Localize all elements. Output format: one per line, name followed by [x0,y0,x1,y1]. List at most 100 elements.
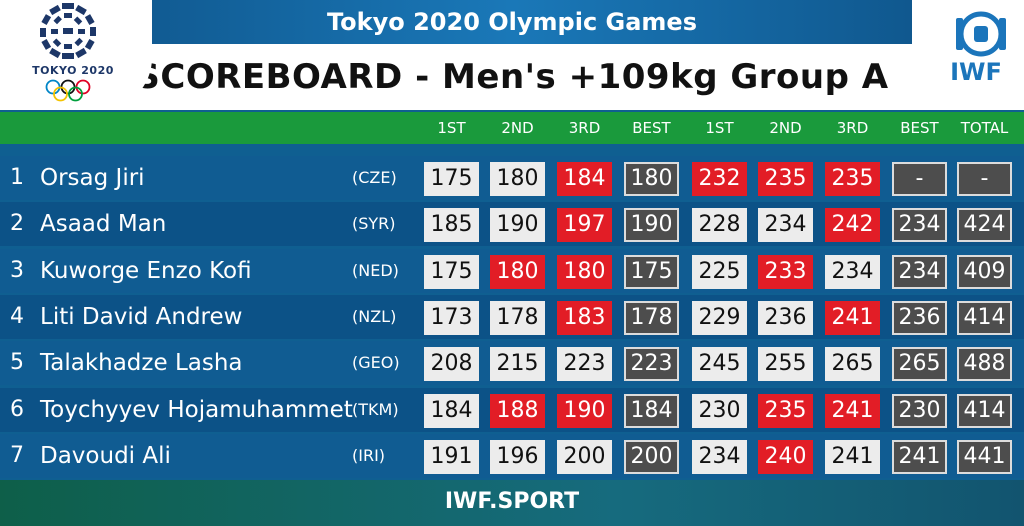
iwf-logo-text: IWF [950,58,1002,86]
clean-jerk-attempt-3: 234 [825,254,880,289]
athlete-rank: 1 [10,165,24,190]
clean-jerk-attempt-3: 241 [825,439,880,474]
clean-jerk-attempt-3: 242 [825,208,880,243]
snatch-attempt-2: 196 [490,439,545,474]
clean-jerk-best: 265 [892,347,947,382]
snatch-attempt-1: 191 [424,439,479,474]
clean-jerk-attempt-1: 229 [692,300,747,335]
snatch-attempt-1: 173 [424,300,479,335]
column-header-3rd: 3RD [836,119,869,137]
clean-jerk-attempt-2: 235 [758,393,813,428]
snatch-attempt-3: 184 [557,162,612,196]
total: 414 [957,300,1012,335]
scoreboard-title: SCOREBOARD - Men's +109kg Group A [135,57,889,97]
clean-jerk-attempt-3: 241 [825,300,880,335]
snatch-attempt-1: 184 [424,393,479,428]
athlete-country: (TKM) [352,399,399,419]
column-header-2nd: 2ND [501,119,534,137]
clean-jerk-best: 236 [892,300,947,335]
olympic-rings-icon [45,79,91,102]
snatch-best: 190 [624,208,679,243]
snatch-best: 184 [624,393,679,428]
athlete-country: (CZE) [352,168,397,187]
athlete-country: (NED) [352,260,399,280]
clean-jerk-attempt-3: 265 [825,347,880,382]
clean-jerk-best: 241 [892,439,947,474]
column-header-best: BEST [900,119,939,137]
clean-jerk-attempt-1: 234 [692,439,747,474]
total: 409 [957,254,1012,289]
snatch-attempt-3: 197 [557,208,612,243]
clean-jerk-attempt-1: 232 [692,162,747,196]
snatch-attempt-2: 190 [490,208,545,243]
athlete-rank: 6 [10,396,24,422]
athlete-rank: 5 [10,350,24,376]
clean-jerk-attempt-1: 230 [692,393,747,428]
snatch-attempt-3: 223 [557,347,612,382]
total: 488 [957,347,1012,382]
column-header-1st: 1ST [437,119,466,137]
snatch-attempt-2: 178 [490,300,545,335]
snatch-attempt-1: 208 [424,347,479,382]
clean-jerk-attempt-3: 241 [825,393,880,428]
athlete-name: Orsag Jiri [40,165,145,191]
athlete-name: Asaad Man [40,211,167,238]
athlete-name: Kuworge Enzo Kofi [40,257,252,284]
athlete-row: 5 Talakhadze Lasha (GEO) 208 215 223 223 245 255… [0,341,1024,386]
column-header-1st: 1ST [705,119,734,137]
athlete-name: Liti David Andrew [40,303,243,330]
clean-jerk-attempt-2: 240 [758,439,813,474]
tokyo-2020-label: TOKYO 2020 [32,64,114,77]
column-header-total: TOTAL [960,119,1009,137]
clean-jerk-best: 234 [892,208,947,243]
clean-jerk-best: 234 [892,254,947,289]
snatch-attempt-1: 175 [424,162,479,196]
column-header-best: BEST [632,119,671,137]
column-header-bar [0,112,1024,144]
clean-jerk-attempt-1: 225 [692,254,747,289]
footer-website: IWF.SPORT [444,489,580,514]
clean-jerk-attempt-2: 233 [758,254,813,289]
athlete-name: Talakhadze Lasha [40,350,243,377]
snatch-attempt-2: 180 [490,254,545,289]
snatch-best: 178 [624,300,679,335]
tokyo-2020-emblem-icon [40,3,96,59]
event-title: Tokyo 2020 Olympic Games [326,8,697,36]
clean-jerk-attempt-2: 236 [758,300,813,335]
athlete-rank: 2 [10,211,24,237]
snatch-attempt-3: 183 [557,300,612,335]
snatch-best: 223 [624,347,679,382]
clean-jerk-attempt-2: 255 [758,347,813,382]
footer-bar [0,480,1024,526]
total: 414 [957,393,1012,428]
athlete-name: Toychyyev Hojamuhammet [40,396,353,423]
column-header-3rd: 3RD [568,119,601,137]
snatch-best: 180 [624,162,679,196]
snatch-best: 175 [624,254,679,289]
clean-jerk-attempt-2: 235 [758,162,813,196]
snatch-attempt-3: 180 [557,254,612,289]
clean-jerk-attempt-1: 245 [692,347,747,382]
athlete-rank: 4 [10,303,24,329]
snatch-attempt-3: 200 [557,439,612,474]
snatch-attempt-3: 190 [557,393,612,428]
athlete-row: 4 Liti David Andrew (NZL) 173 178 183 178 229 23… [0,294,1024,339]
athlete-rank: 3 [10,257,24,283]
snatch-attempt-1: 185 [424,208,479,243]
snatch-best: 200 [624,439,679,474]
total: - [957,162,1012,196]
athlete-row: 7 Davoudi Ali (IRI) 191 196 200 200 234 240 241 24… [0,433,1024,478]
clean-jerk-best: 230 [892,393,947,428]
athlete-row: 1 Orsag Jiri (CZE) 175 180 184 180 232 235 235- - [0,156,1024,200]
top-banner [0,0,1024,44]
iwf-barbell-icon [956,11,1006,57]
clean-jerk-attempt-3: 235 [825,162,880,196]
athlete-country: (GEO) [352,353,400,373]
athlete-country: (SYR) [352,214,396,234]
total: 424 [957,208,1012,243]
total: 441 [957,439,1012,474]
snatch-attempt-1: 175 [424,254,479,289]
athlete-row: 2 Asaad Man (SYR) 185 190 197 190 228 234 242 234 4… [0,202,1024,247]
snatch-attempt-2: 215 [490,347,545,382]
